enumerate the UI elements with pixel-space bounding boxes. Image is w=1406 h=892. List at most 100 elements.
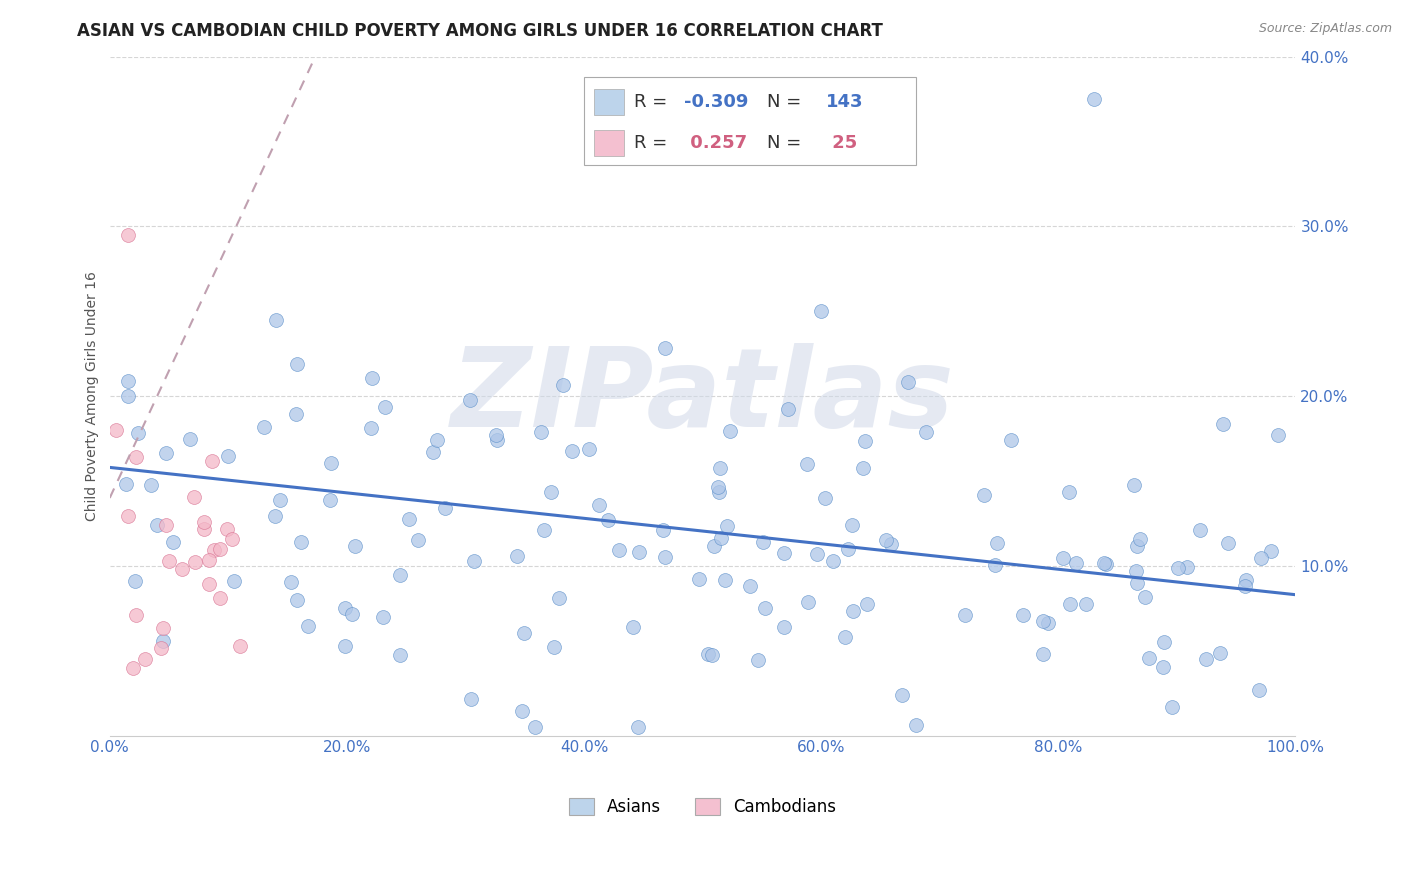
Point xyxy=(460,392,482,407)
Point xyxy=(285,358,308,372)
Text: Source: ZipAtlas.com: Source: ZipAtlas.com xyxy=(1258,22,1392,36)
Point xyxy=(1267,427,1289,442)
Point xyxy=(321,456,343,470)
Point xyxy=(1125,575,1147,590)
Point xyxy=(512,626,534,640)
Y-axis label: Child Poverty Among Girls Under 16: Child Poverty Among Girls Under 16 xyxy=(86,271,100,521)
Point xyxy=(856,597,879,611)
Point xyxy=(747,653,769,667)
Point xyxy=(772,620,794,634)
Point xyxy=(122,661,145,675)
Point xyxy=(506,549,529,564)
Point xyxy=(841,518,863,533)
Point xyxy=(1036,615,1059,630)
Point xyxy=(134,652,156,666)
Point xyxy=(221,532,243,546)
Point xyxy=(229,639,252,653)
Point xyxy=(179,432,201,446)
Point xyxy=(217,449,239,463)
Point xyxy=(776,402,799,417)
Point xyxy=(422,445,444,459)
Point xyxy=(360,421,382,435)
Point xyxy=(155,446,177,460)
Point xyxy=(510,704,533,718)
Point xyxy=(198,553,221,567)
Point xyxy=(1260,543,1282,558)
Point xyxy=(1175,560,1198,574)
Point xyxy=(754,601,776,615)
Point xyxy=(1234,579,1257,593)
Point xyxy=(152,634,174,648)
Point xyxy=(547,591,569,605)
Point xyxy=(1012,607,1035,622)
Text: ASIAN VS CAMBODIAN CHILD POVERTY AMONG GIRLS UNDER 16 CORRELATION CHART: ASIAN VS CAMBODIAN CHILD POVERTY AMONG G… xyxy=(77,22,883,40)
Point xyxy=(146,517,169,532)
Point xyxy=(530,425,553,439)
Point xyxy=(485,427,508,442)
Point xyxy=(117,508,139,523)
Point xyxy=(115,477,138,491)
Point xyxy=(297,619,319,633)
Point xyxy=(406,533,429,547)
Point xyxy=(215,522,238,536)
Point xyxy=(170,562,193,576)
Point xyxy=(598,513,620,527)
Point xyxy=(842,604,865,618)
Point xyxy=(373,610,395,624)
Point xyxy=(1052,551,1074,566)
Point xyxy=(706,480,728,494)
Point xyxy=(823,554,845,568)
Point xyxy=(1064,556,1087,570)
Point xyxy=(319,492,342,507)
Point xyxy=(335,640,357,654)
Point xyxy=(806,547,828,561)
FancyBboxPatch shape xyxy=(583,77,917,165)
Point xyxy=(1167,561,1189,575)
Point xyxy=(264,312,287,326)
FancyBboxPatch shape xyxy=(593,88,624,115)
Point xyxy=(1133,590,1156,604)
Point xyxy=(654,550,676,565)
Point xyxy=(1092,556,1115,570)
Point xyxy=(398,511,420,525)
Point xyxy=(125,450,148,465)
Point xyxy=(953,607,976,622)
Point xyxy=(152,621,174,635)
Point xyxy=(280,574,302,589)
Point xyxy=(752,535,775,549)
Point xyxy=(891,688,914,702)
Point xyxy=(460,691,482,706)
Point xyxy=(117,227,139,242)
Point xyxy=(627,545,650,559)
Point xyxy=(360,370,382,384)
Point xyxy=(1216,536,1239,550)
Text: -0.309: -0.309 xyxy=(683,93,748,111)
Point xyxy=(716,519,738,533)
Text: ZIPatlas: ZIPatlas xyxy=(451,343,955,450)
Point xyxy=(388,648,411,662)
Point xyxy=(578,442,600,456)
Point xyxy=(543,640,565,655)
Point xyxy=(834,630,856,644)
Point xyxy=(905,717,928,731)
Point xyxy=(198,577,221,591)
Point xyxy=(853,434,876,448)
Text: R =: R = xyxy=(634,93,673,111)
Point xyxy=(374,400,396,414)
Point xyxy=(718,425,741,439)
Point xyxy=(463,554,485,568)
Point xyxy=(1032,647,1054,661)
Point xyxy=(707,485,730,500)
Point xyxy=(1195,651,1218,665)
Point xyxy=(1212,417,1234,431)
FancyBboxPatch shape xyxy=(593,130,624,156)
Point xyxy=(1074,597,1097,611)
Point xyxy=(1247,683,1270,698)
Point xyxy=(183,490,205,504)
Point xyxy=(688,572,710,586)
Point xyxy=(696,647,718,661)
Point xyxy=(117,389,139,403)
Point xyxy=(342,607,364,621)
Point xyxy=(1137,651,1160,665)
Point xyxy=(1000,433,1022,447)
